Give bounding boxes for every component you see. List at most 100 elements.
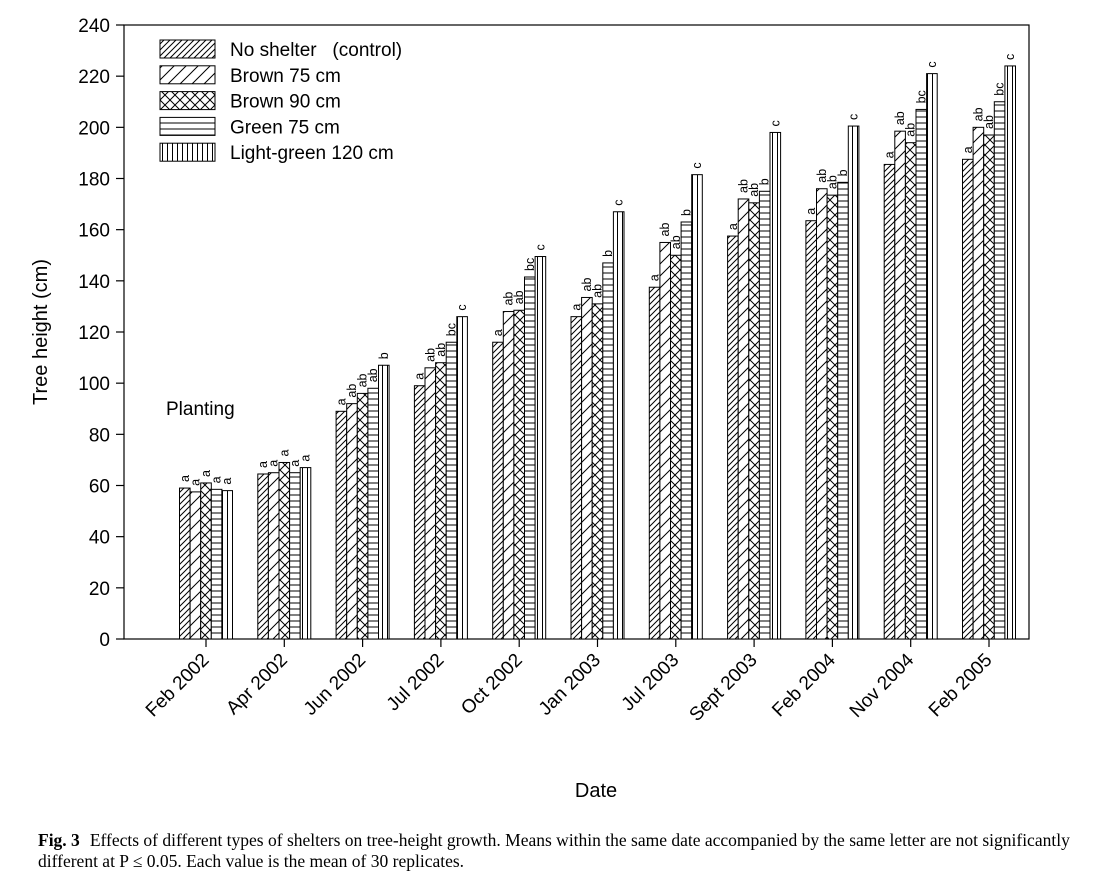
significance-letter: ab [356,373,370,387]
significance-letter: a [883,151,897,158]
figure-caption: Fig. 3 Effects of different types of shel… [38,830,1098,872]
bar [502,311,515,640]
significance-letter: c [533,244,547,250]
bar [289,472,301,640]
bar [570,316,583,640]
significance-letter: ab [904,123,918,137]
y-tick-label: 60 [89,477,110,498]
significance-letter: ab [512,290,526,304]
significance-letter: ab [366,368,380,382]
x-category-label: Feb 2004 [768,649,840,721]
bar-series-group [179,65,1017,640]
bar [837,181,849,640]
significance-letter: c [455,304,469,310]
bar [648,286,661,640]
significance-letter: a [334,398,348,405]
bar [670,254,682,640]
significance-letter: a [220,478,234,485]
significance-letter: b [679,209,693,216]
bar [591,303,604,640]
significance-letter: ab [737,179,751,193]
y-tick-label: 180 [78,170,110,191]
bar [727,235,739,640]
bar [972,126,985,640]
significance-letter: ab [971,107,985,121]
significance-letter: c [925,61,939,67]
significance-letter: a [648,274,662,281]
significance-letter: ab [658,223,672,237]
significance-letter: c [847,114,861,120]
bar [612,211,625,640]
bar [1004,65,1017,640]
bar [335,410,348,640]
y-tick-label: 220 [78,67,110,88]
significance-letter: a [288,460,302,467]
significance-letter: ab [893,111,907,125]
bar [378,364,390,640]
bar [221,490,233,640]
bar [356,392,369,640]
significance-letter: a [491,329,505,336]
significance-letter: bc [445,323,459,336]
significance-letter: a [199,470,213,477]
bar [659,241,672,640]
x-category-label: Feb 2002 [142,650,214,722]
significance-letter: a [178,475,192,482]
significance-letter: a [188,479,202,486]
bar [983,134,995,640]
bar [210,488,223,640]
legend-label: Light-green 120 cm [230,143,394,164]
significance-letter: bc [914,90,928,103]
significance-letter: ab [502,292,516,306]
significance-letter: c [690,162,704,168]
bar [883,163,896,640]
significance-letter: ab [423,348,437,362]
y-tick-label: 120 [78,323,110,344]
significance-letter: ab [825,175,839,189]
x-category-label: Feb 2005 [925,650,997,722]
y-axis-title: Tree height (cm) [30,259,52,405]
bar [826,194,839,640]
y-tick-label: 100 [78,374,110,395]
y-tick-label: 240 [78,16,110,37]
y-tick-label: 140 [78,272,110,293]
bar [257,473,269,640]
significance-letter: a [413,373,427,380]
x-category-label: Jun 2002 [300,650,370,720]
bar [534,256,547,640]
bar [894,130,906,640]
significance-letter: ab [815,169,829,183]
planting-annotation: Planting [166,399,235,420]
x-category-label: Jul 2002 [383,650,449,716]
significance-letter: bc [523,258,537,271]
bar [189,491,202,640]
significance-letter: b [836,169,850,176]
bar [816,188,828,640]
bar [456,316,468,640]
significance-letter: a [726,223,740,230]
y-axis: 0 20 40 60 80 100 120 140 160 180 200 220 240 [78,16,124,651]
significance-letter: b [377,352,391,359]
significance-letter: b [758,178,772,185]
bar [581,296,593,640]
bar [413,385,426,640]
bar [492,341,504,640]
legend-swatch [159,116,216,136]
x-axis-title: Date [575,780,617,802]
y-tick-label: 40 [89,528,110,549]
caption-text: Effects of different types of shelters o… [38,830,1070,871]
legend-swatch [159,142,216,162]
y-tick-label: 0 [99,630,110,651]
bar [299,467,312,640]
bar [769,131,782,640]
bar [758,190,771,640]
legend-label: Brown 90 cm [230,92,341,113]
significance-letter: ab [345,384,359,398]
significance-letter: a [569,304,583,311]
bar [424,367,437,640]
y-tick-label: 200 [78,118,110,139]
x-axis: Feb 2002 Apr 2002 Jun 2002 Jul 2002 Oct 2002… [142,639,997,726]
x-category-label: Apr 2002 [222,650,291,719]
bar [962,158,974,640]
